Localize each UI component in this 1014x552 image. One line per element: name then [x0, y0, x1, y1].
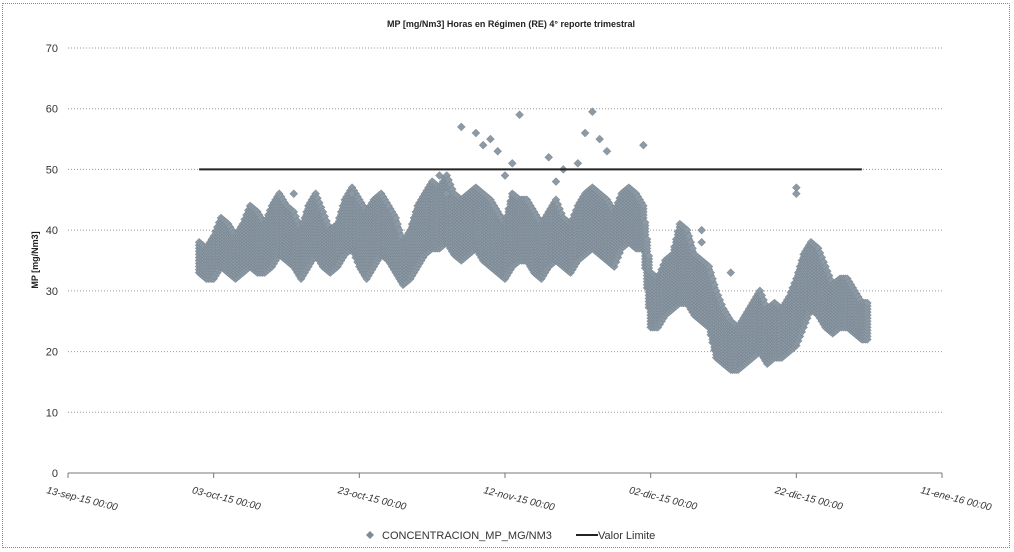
x-tick-label: 12-nov-15 00:00: [482, 485, 556, 513]
y-tick-label: 50: [46, 164, 58, 176]
chart-title: MP [mg/Nm3] Horas en Régimen (RE) 4° rep…: [387, 19, 635, 29]
x-tick-label: 13-sep-15 00:00: [45, 485, 119, 513]
y-tick-label: 40: [46, 225, 58, 237]
x-tick-label: 03-oct-15 00:00: [191, 485, 262, 513]
x-tick-label: 11-ene-16 00:00: [919, 485, 993, 513]
y-tick-label: 10: [46, 407, 58, 419]
y-tick-label: 0: [52, 468, 58, 480]
x-tick-label: 22-dic-15 00:00: [773, 485, 844, 513]
data-series: [194, 107, 872, 375]
y-tick-label: 30: [46, 286, 58, 298]
x-tick-label: 02-dic-15 00:00: [628, 485, 699, 513]
y-tick-label: 70: [46, 43, 58, 55]
y-tick-label: 60: [46, 104, 58, 116]
x-tick-label: 23-oct-15 00:00: [336, 485, 408, 513]
y-tick-label: 20: [46, 347, 58, 359]
y-axis-label: MP [mg/Nm3]: [30, 231, 40, 288]
chart-frame: [2, 3, 1010, 548]
